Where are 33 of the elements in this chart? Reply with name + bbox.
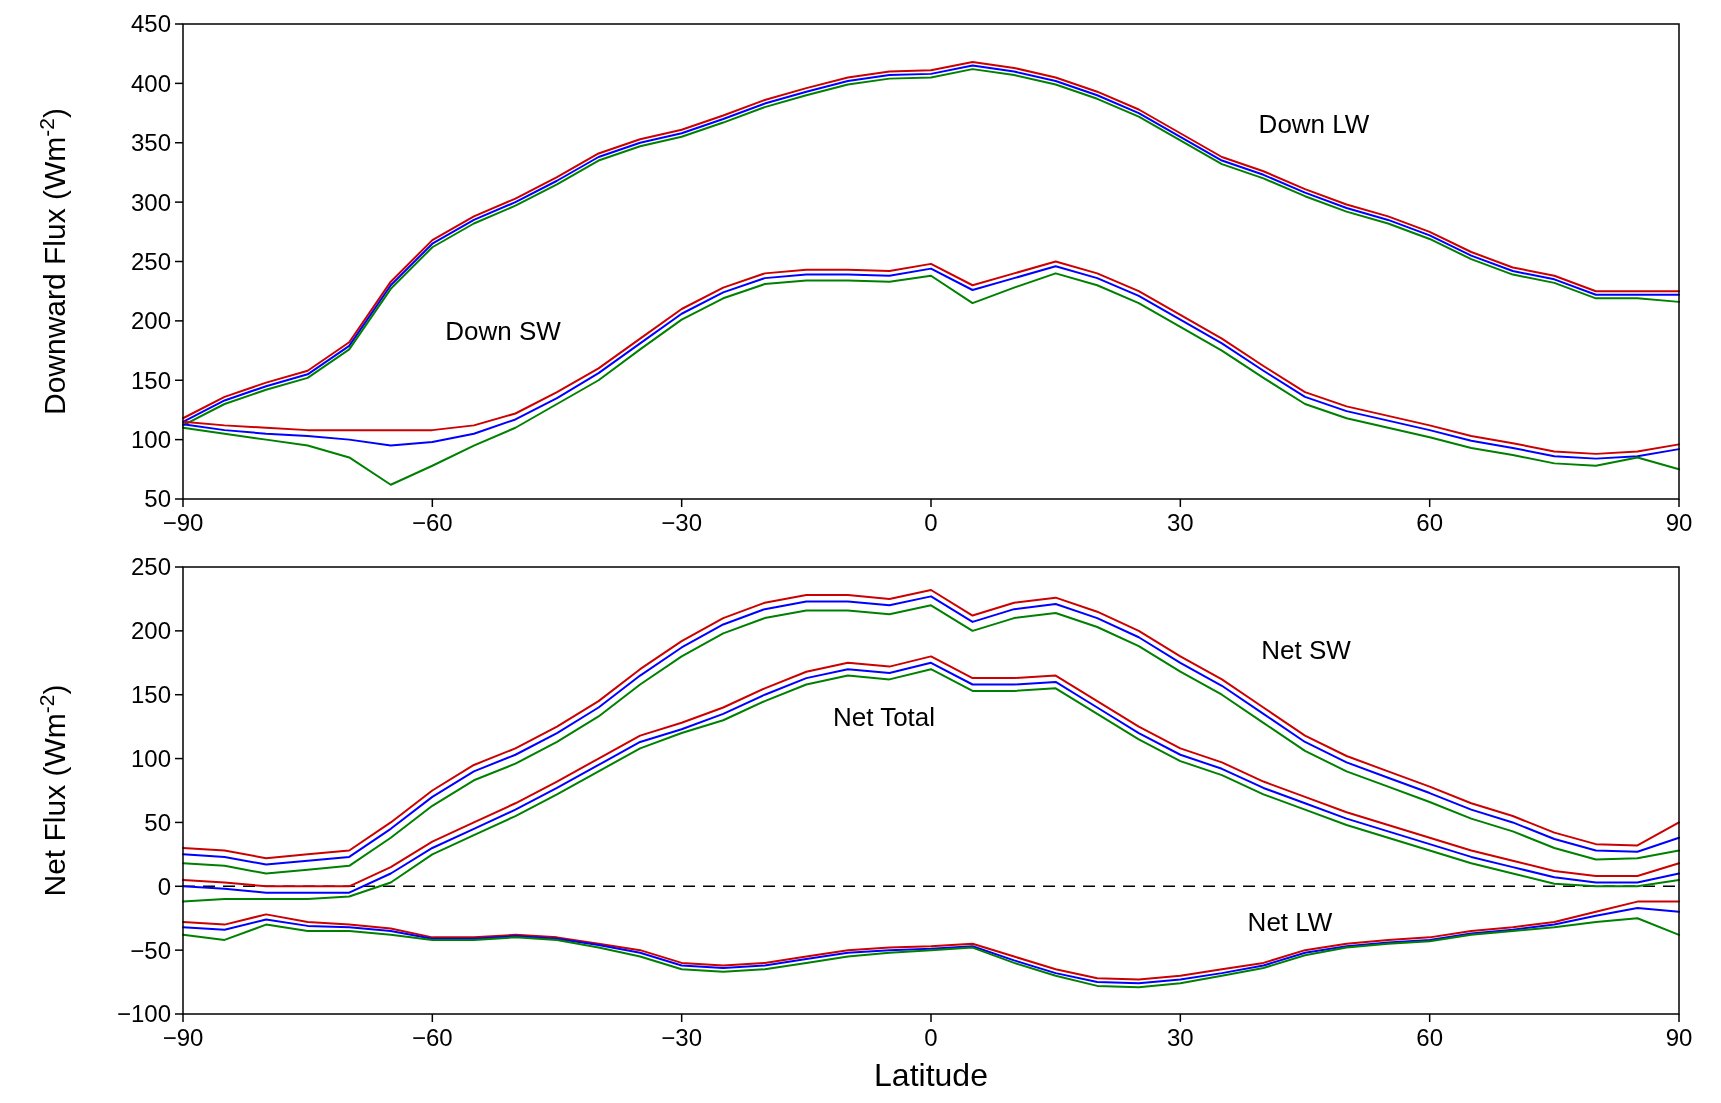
y-tick-label: 200 bbox=[130, 617, 171, 645]
x-tick-label: 0 bbox=[924, 1024, 938, 1051]
y-tick-label: 150 bbox=[130, 681, 171, 709]
annotation: Net Total bbox=[832, 702, 936, 733]
y-tick-label: 250 bbox=[130, 553, 171, 581]
y-tick-label: 100 bbox=[130, 744, 171, 772]
y-tick-label: 0 bbox=[157, 872, 171, 900]
x-tick-label: −30 bbox=[661, 1024, 703, 1051]
y-tick-label: 150 bbox=[130, 366, 171, 394]
y-tick-label: 450 bbox=[130, 10, 171, 38]
x-tick-label: 0 bbox=[924, 509, 938, 536]
y-tick-label: 300 bbox=[130, 188, 171, 216]
y-tick-label: 400 bbox=[130, 69, 171, 97]
x-tick-label: 30 bbox=[1166, 1024, 1194, 1051]
y-tick-label: 200 bbox=[130, 307, 171, 335]
x-tick-label: −60 bbox=[411, 1024, 453, 1051]
x-tick-label: 90 bbox=[1665, 509, 1693, 536]
y-tick-label: −50 bbox=[130, 936, 171, 964]
x-tick-label: 60 bbox=[1416, 1024, 1444, 1051]
y-tick-label: 100 bbox=[130, 426, 171, 454]
x-tick-label: 30 bbox=[1166, 509, 1194, 536]
annotation: Down LW bbox=[1258, 109, 1370, 140]
x-tick-label: −30 bbox=[661, 509, 703, 536]
annotation: Net LW bbox=[1247, 907, 1333, 938]
y-tick-label: 50 bbox=[144, 808, 171, 836]
annotation: Down SW bbox=[445, 316, 562, 347]
y-tick-label: 250 bbox=[130, 247, 171, 275]
x-axis-title: Latitude bbox=[874, 1057, 988, 1093]
x-tick-label: −60 bbox=[411, 509, 453, 536]
x-tick-label: 60 bbox=[1416, 509, 1444, 536]
annotation: Net SW bbox=[1261, 635, 1352, 666]
x-tick-label: 90 bbox=[1665, 1024, 1693, 1051]
y-tick-label: 350 bbox=[130, 129, 171, 157]
